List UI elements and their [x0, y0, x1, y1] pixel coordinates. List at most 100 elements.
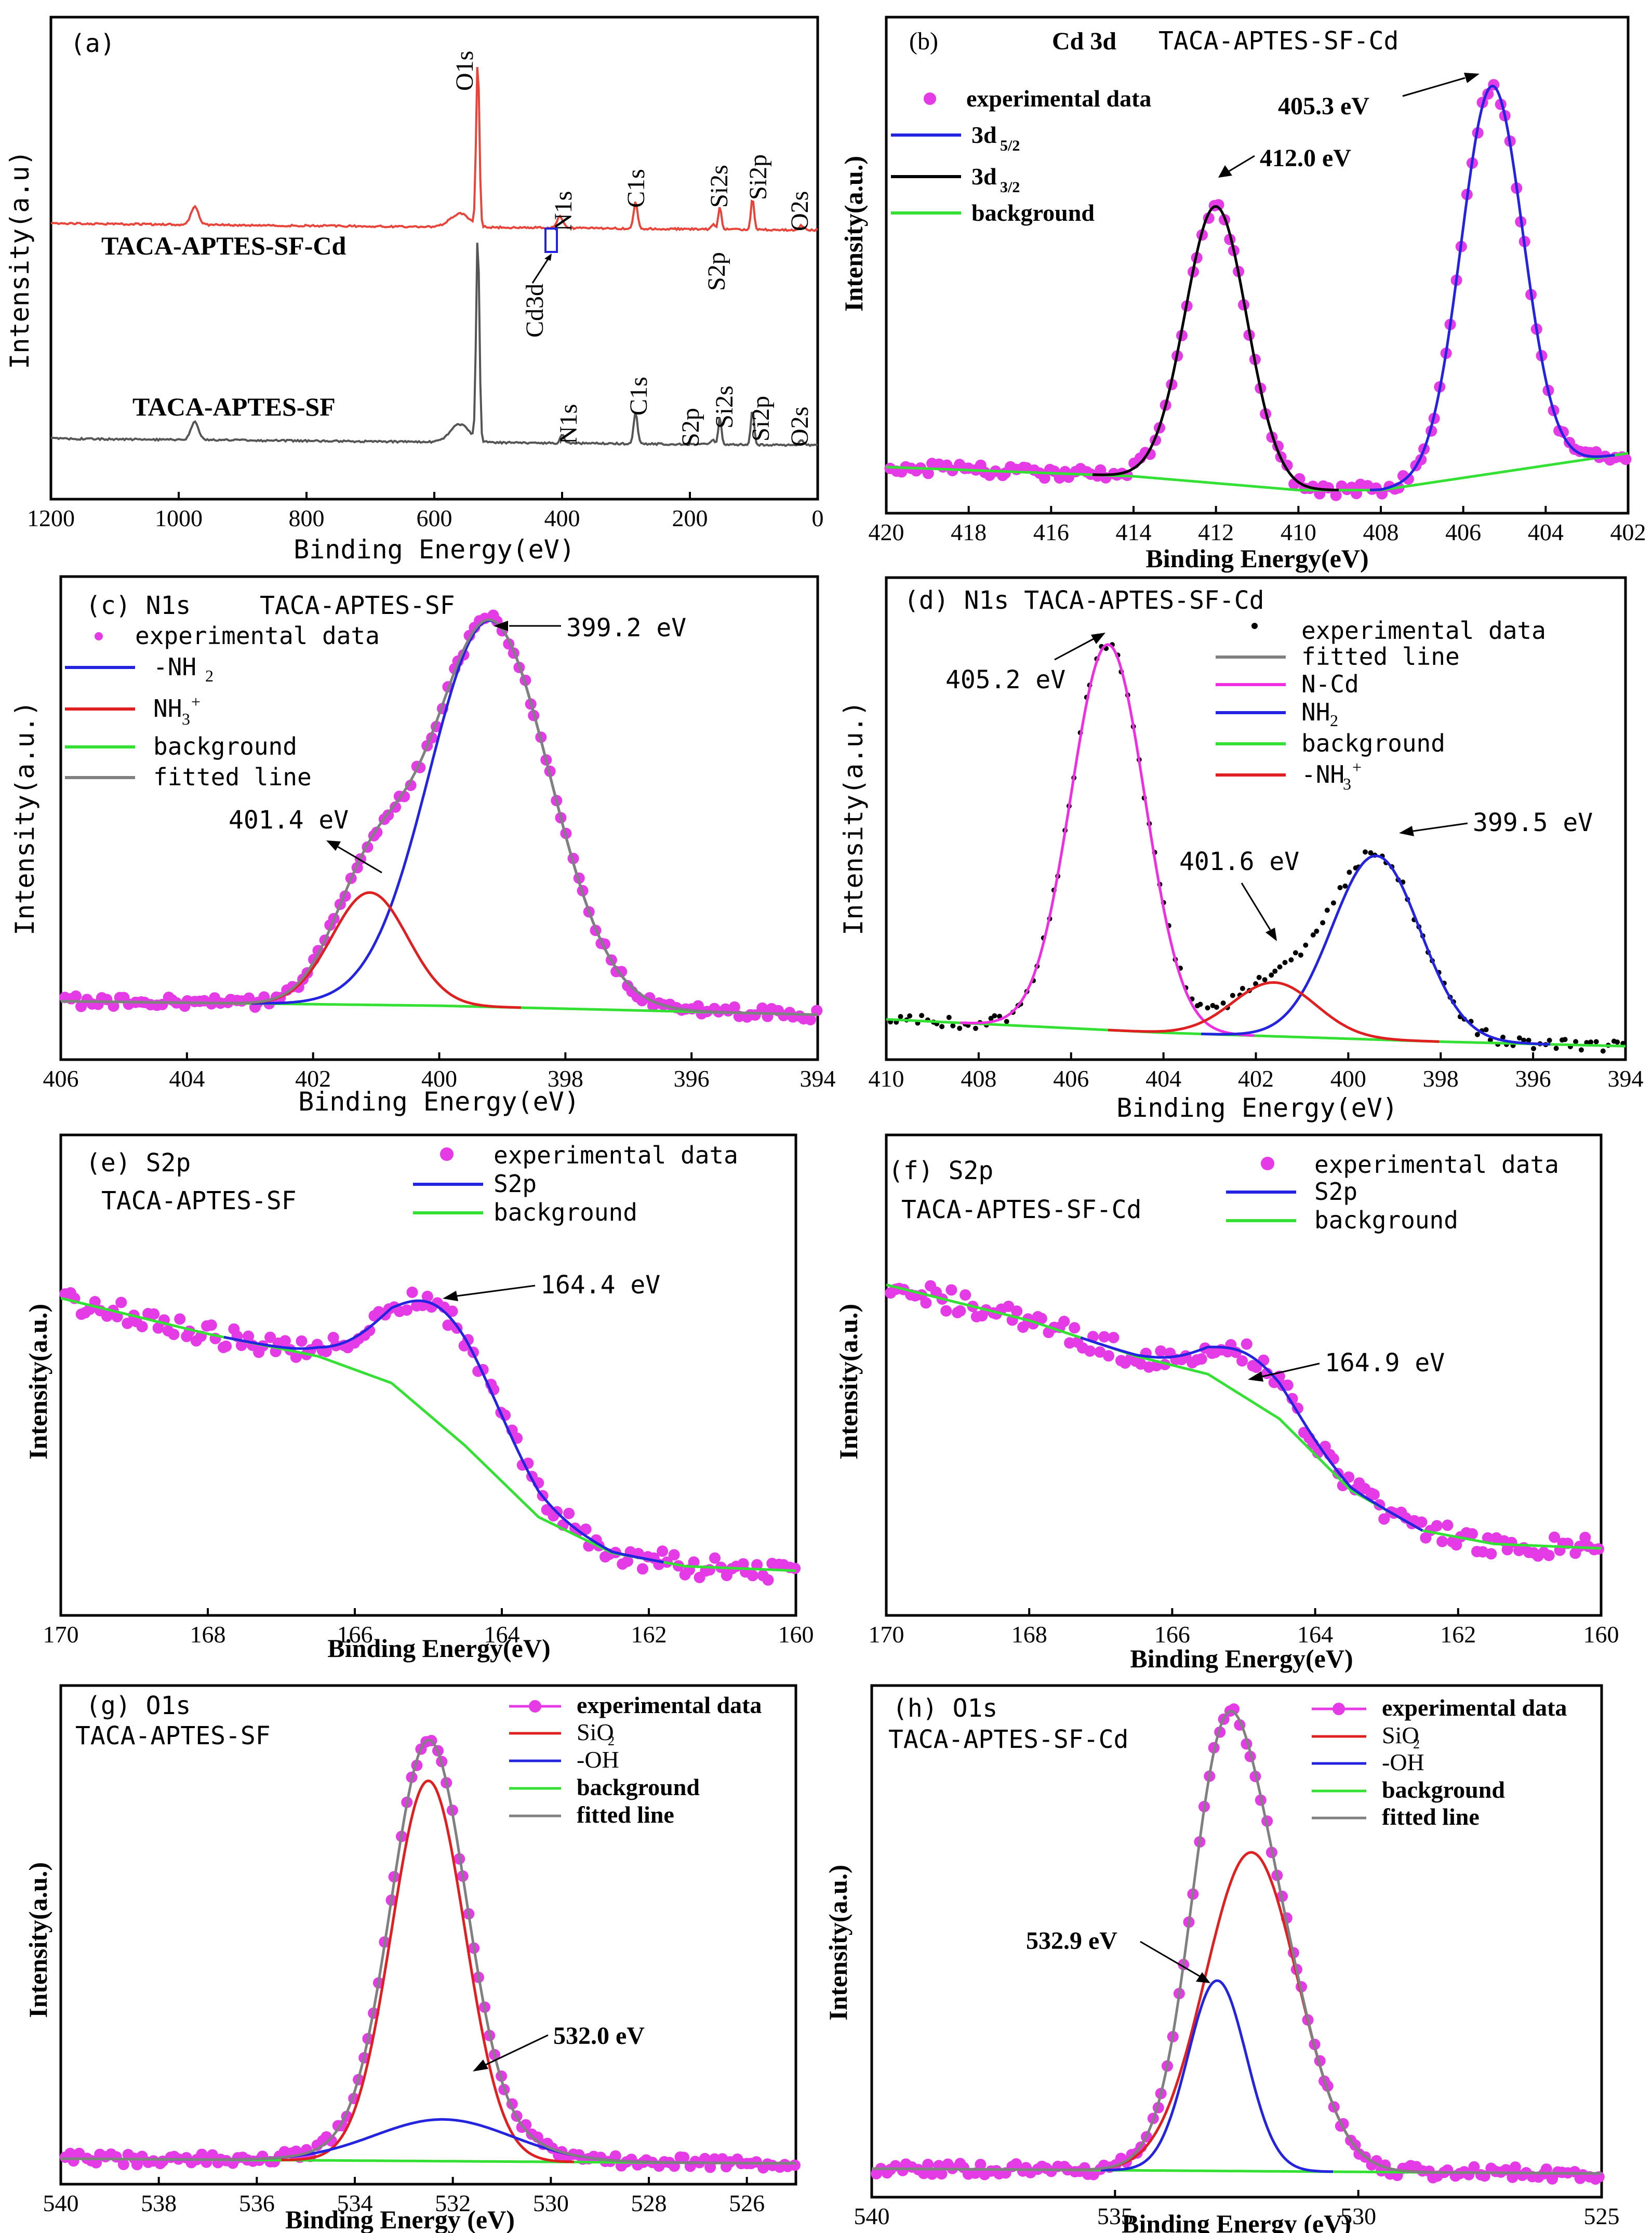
peak-label: S2p [703, 252, 730, 291]
experimental-point [1487, 1037, 1493, 1043]
series-label-cd: TACA-APTES-SF-Cd [101, 231, 347, 260]
experimental-point [939, 1024, 945, 1029]
x-axis-label: Binding Energy(eV) [294, 534, 575, 565]
plot-frame [885, 16, 1630, 515]
peak-annotation: 401.4 eV [229, 806, 349, 835]
experimental-point [1017, 1321, 1029, 1333]
x-tick-label: 398 [1423, 1065, 1459, 1092]
panel-title: Cd 3d [1052, 28, 1116, 55]
y-axis-label: Intensity(a.u.) [839, 156, 868, 312]
experimental-point [1210, 1002, 1216, 1008]
x-tick-label: 168 [190, 1621, 226, 1648]
peak-label: O2s [786, 407, 814, 447]
legend-label: S2p [494, 1170, 537, 1198]
legend-label: fitted line [577, 1801, 674, 1828]
legend-label-sub: 3 [182, 710, 190, 728]
experimental-point [1549, 1531, 1561, 1543]
legend-label: experimental data [577, 1692, 762, 1718]
experimental-point [926, 2168, 938, 2180]
experimental-point [1108, 1332, 1120, 1344]
legend-label: 3d [971, 122, 997, 148]
legend-swatch-experimental [1261, 1157, 1274, 1170]
panel-title: TACA-APTES-SF [260, 591, 455, 620]
x-tick-label: 400 [421, 1065, 457, 1092]
peak-annotation: 532.9 eV [1026, 1927, 1117, 1955]
y-axis-label: Intensity(a.u.) [838, 701, 869, 935]
legend-label: background [971, 199, 1095, 226]
experimental-point [368, 1310, 380, 1322]
peak-annotation: 399.5 eV [1473, 808, 1593, 837]
x-tick-label: 526 [729, 2190, 765, 2216]
panel-title: TACA-APTES-SF-Cd [901, 1195, 1141, 1224]
experimental-point [1220, 1000, 1226, 1006]
legend-label-sup: + [191, 692, 201, 711]
peak-label: Si2s [711, 385, 738, 429]
experimental-point [1509, 2161, 1521, 2173]
x-tick-label: 164 [1297, 1621, 1333, 1648]
peak-label: N1s [555, 404, 582, 444]
x-tick-label: 394 [800, 1065, 836, 1092]
component-line [960, 643, 1255, 1037]
experimental-point [721, 1570, 732, 1582]
x-tick-label: 406 [1445, 519, 1481, 545]
arrow-head [1399, 826, 1414, 836]
y-axis-label: Intensity(a.u) [5, 150, 35, 369]
x-axis-label: Binding Energy(eV) [1145, 544, 1368, 573]
peak-label: Si2p [744, 154, 772, 200]
x-tick-label: 538 [141, 2190, 177, 2216]
legend-label-sub: 3/2 [1000, 179, 1020, 196]
plot-frame [885, 1133, 1603, 1617]
cd3d-marker-box [544, 228, 558, 253]
experimental-point [1236, 1355, 1248, 1367]
legend-label: background [577, 1774, 700, 1800]
legend-label: background [1314, 1206, 1458, 1234]
experimental-point [1560, 1037, 1565, 1043]
arrow-head [326, 840, 341, 851]
experimental-point [1282, 960, 1288, 965]
experimental-point [973, 1025, 978, 1031]
background-line [886, 452, 1629, 492]
panel-title: (a) [70, 29, 115, 58]
experimental-point [1501, 1544, 1513, 1556]
x-tick-label: 402 [1610, 519, 1646, 545]
legend-label: fitted line [153, 763, 312, 791]
panel-g: 540 538 536 534 532 530 528 526 (g) O1s TACA-AP… [23, 1684, 801, 2233]
x-tick-label: 1000 [155, 505, 203, 531]
peak-label: Si2p [747, 396, 775, 442]
legend-label: background [1382, 1776, 1505, 1803]
legend-label: experimental data [135, 622, 380, 650]
experimental-point [1043, 1327, 1055, 1339]
x-tick-label: 416 [1033, 519, 1069, 545]
experimental-point [1098, 1331, 1110, 1343]
experimental-point [201, 1320, 213, 1332]
x-axis-label: Binding Energy(eV) [1130, 1644, 1353, 1673]
panel-b: 420 418 416 414 412 410 408 406 404 402 (b) Cd 3d… [839, 16, 1646, 573]
experimental-point [1347, 870, 1352, 875]
experimental-point [1569, 1547, 1581, 1559]
legend-label: -NH [153, 653, 196, 681]
experimental-point [421, 1290, 433, 1302]
peak-label: Si2s [705, 165, 733, 208]
annotation-arrow [531, 256, 551, 284]
x-tick-label: 160 [1583, 1621, 1619, 1648]
panel-title: (f) S2p [888, 1156, 993, 1185]
experimental-point [1471, 1546, 1483, 1558]
experimental-point [1578, 1047, 1584, 1053]
x-axis-label: Binding Energy(eV) [1116, 1093, 1398, 1123]
x-tick-label: 410 [1281, 519, 1316, 545]
legend-label: 3d [971, 163, 997, 190]
experimental-point [1314, 928, 1320, 934]
experimental-point [668, 1549, 680, 1561]
experimental-point [390, 801, 402, 813]
panel-d: 410 408 406 404 402 400 398 396 394 (d) N1s TACA… [838, 576, 1644, 1123]
experimental-point [405, 779, 417, 791]
experimental-point [1500, 1034, 1506, 1040]
legend-label: SiO [577, 1719, 614, 1745]
x-tick-label: 162 [631, 1621, 667, 1648]
x-tick-label: 414 [1116, 519, 1152, 545]
x-tick-label: 168 [1011, 1621, 1047, 1648]
experimental-point [1155, 1345, 1167, 1357]
annotation-arrow [457, 1285, 536, 1297]
fitted-line [61, 1739, 796, 2165]
x-tick-label: 394 [1608, 1065, 1644, 1092]
